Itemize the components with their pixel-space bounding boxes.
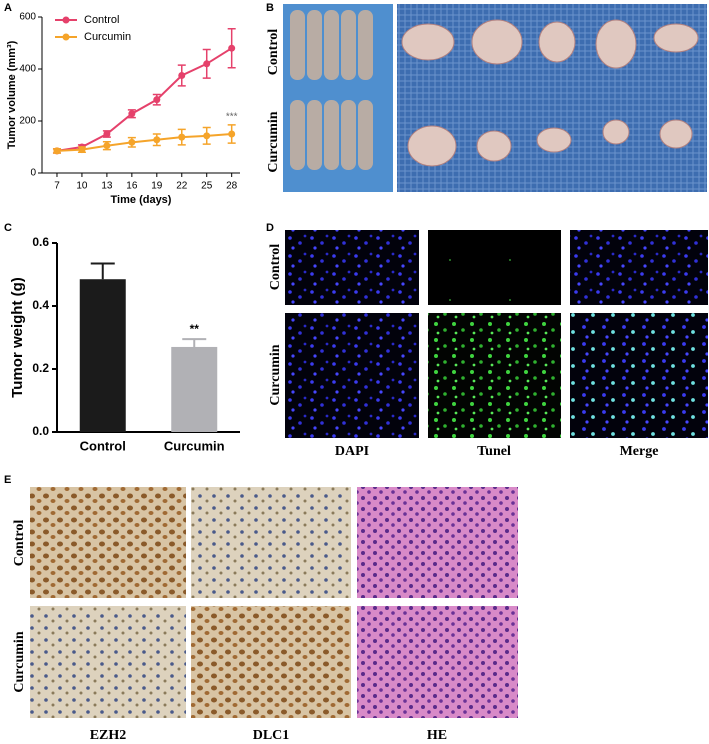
y-tick-label: 0 (30, 168, 36, 179)
micrograph (285, 230, 419, 305)
y-tick-label: 600 (19, 12, 36, 23)
y-axis-label: Tumor weight (g) (9, 277, 26, 398)
micrograph (191, 606, 351, 718)
column-label: DAPI (335, 444, 369, 459)
marker (178, 72, 186, 79)
row-label: Control (266, 29, 281, 76)
y-tick-label: 0.6 (32, 235, 49, 249)
bar (171, 346, 218, 432)
marker (153, 136, 161, 144)
panel-letter: D (266, 222, 274, 234)
micrograph (30, 487, 186, 598)
micrograph (357, 606, 518, 718)
micrograph (191, 487, 351, 598)
micrograph (428, 230, 561, 305)
panel-letter: A (4, 2, 12, 14)
column-label: Merge (620, 444, 659, 459)
marker (103, 130, 111, 138)
marker (53, 147, 61, 155)
x-tick-label: 16 (126, 181, 138, 192)
micrograph (30, 606, 186, 718)
marker (78, 146, 86, 154)
tumors (401, 19, 699, 167)
error-bar (90, 262, 115, 280)
row-label: Curcumin (12, 631, 27, 692)
x-tick-label: 10 (76, 181, 88, 192)
marker (178, 133, 186, 141)
micrograph (428, 313, 561, 438)
marker (228, 130, 236, 138)
row-label: Control (268, 244, 283, 291)
x-axis-label: Time (days) (111, 194, 172, 206)
y-tick-label: 0.4 (32, 298, 49, 312)
y-tick-label: 400 (19, 64, 36, 75)
column-label: DLC1 (253, 728, 290, 743)
marker (128, 138, 136, 146)
y-tick-label: 200 (19, 116, 36, 127)
column-label: Tunel (477, 444, 511, 459)
marker (103, 142, 111, 150)
error-bar (182, 338, 207, 347)
line (56, 133, 232, 152)
annotation: ** (190, 322, 200, 336)
row-label: Curcumin (266, 111, 281, 172)
micrograph (357, 487, 518, 598)
line (56, 47, 233, 152)
marker (128, 110, 136, 118)
annotation: *** (226, 112, 238, 123)
marker (153, 96, 161, 104)
panel-letter: C (4, 222, 12, 234)
marker (228, 44, 236, 52)
x-tick-label: 28 (226, 181, 238, 192)
marker (203, 60, 211, 68)
legend-label: Curcumin (84, 31, 131, 43)
micrograph (570, 313, 708, 438)
y-tick-label: 0.0 (32, 424, 49, 438)
column-label: EZH2 (90, 728, 127, 743)
legend-marker (62, 16, 70, 24)
legend-marker (62, 33, 70, 41)
column-label: HE (427, 728, 447, 743)
panel-letter: E (4, 474, 11, 486)
x-tick-label: 7 (54, 181, 60, 192)
x-tick-label: Curcumin (164, 438, 225, 453)
x-tick-label: 25 (201, 181, 213, 192)
micrograph (285, 313, 419, 438)
legend-label: Control (84, 14, 119, 26)
x-tick-label: 13 (101, 181, 113, 192)
row-label: Control (12, 520, 27, 567)
x-tick-label: Control (80, 438, 126, 453)
x-tick-label: 19 (151, 181, 163, 192)
mice (290, 10, 373, 170)
micrograph (570, 230, 708, 305)
panel-letter: B (266, 2, 274, 14)
y-tick-label: 0.2 (32, 361, 49, 375)
row-label: Curcumin (268, 344, 283, 405)
x-tick-label: 22 (176, 181, 188, 192)
bar (79, 279, 126, 432)
y-axis-label: Tumor volume (mm³) (6, 40, 18, 149)
marker (203, 132, 211, 140)
